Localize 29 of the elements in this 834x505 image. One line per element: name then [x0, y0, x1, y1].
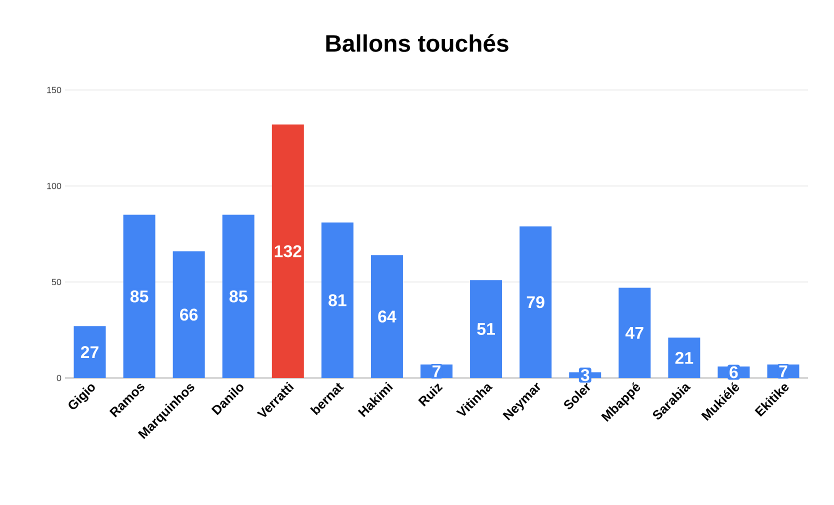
- data-label: 7: [432, 365, 440, 378]
- bar: [123, 214, 156, 378]
- data-label: 27: [80, 346, 98, 358]
- bar: [172, 251, 205, 378]
- bar: [618, 288, 651, 378]
- y-tick-label: 150: [47, 86, 62, 94]
- bar: [470, 280, 502, 378]
- data-label: 81: [328, 294, 346, 306]
- bar: [272, 124, 304, 378]
- data-label: 85: [130, 290, 148, 302]
- data-label: 47: [625, 327, 644, 339]
- chart-title: Ballons touchés: [326, 34, 508, 52]
- bar: [520, 226, 552, 378]
- data-label: 66: [180, 308, 198, 321]
- bar: [370, 255, 403, 378]
- data-label: 21: [675, 352, 694, 364]
- bar: [222, 214, 254, 378]
- y-tick-label: 0: [56, 374, 62, 382]
- bar: [321, 222, 354, 378]
- data-label: 7: [779, 365, 788, 378]
- data-label: 51: [477, 323, 495, 335]
- data-label: 6: [730, 366, 738, 378]
- data-label: 85: [229, 290, 248, 302]
- y-tick-label: 100: [47, 182, 62, 190]
- data-label: 132: [274, 245, 302, 258]
- data-label: 64: [378, 310, 396, 323]
- y-tick-label: 50: [52, 278, 62, 286]
- data-label: 79: [526, 296, 544, 308]
- data-label: 3: [580, 369, 590, 382]
